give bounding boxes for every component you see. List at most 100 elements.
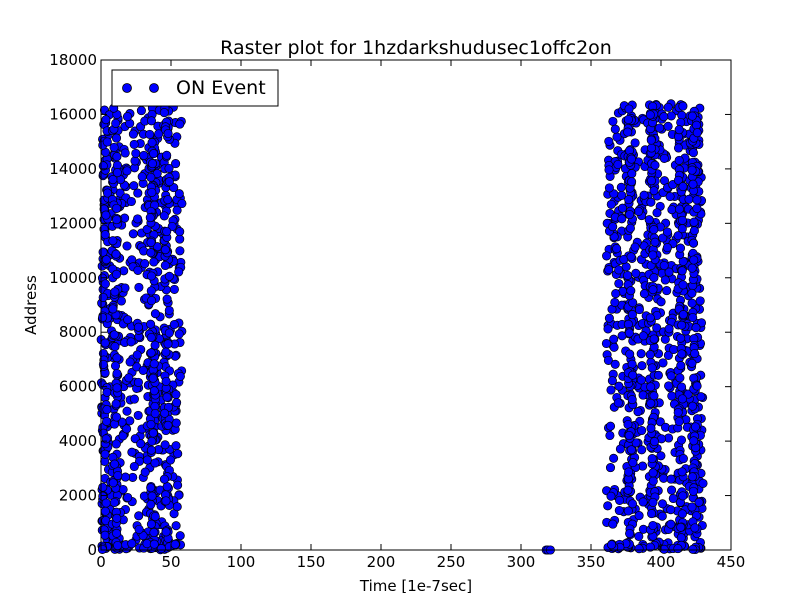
on-event-point bbox=[612, 132, 622, 142]
on-event-point bbox=[691, 120, 702, 130]
on-event-point bbox=[161, 527, 171, 537]
on-event-point bbox=[122, 241, 132, 251]
on-event-point bbox=[108, 304, 118, 314]
on-event-point bbox=[624, 328, 634, 338]
scatter-points bbox=[96, 99, 708, 555]
on-event-point bbox=[677, 394, 687, 404]
plot-frame bbox=[100, 59, 732, 551]
x-tick-label: 350 bbox=[577, 553, 606, 571]
on-event-point bbox=[692, 195, 702, 205]
on-event-point bbox=[163, 195, 173, 205]
on-event-point bbox=[609, 342, 619, 352]
on-event-point bbox=[123, 315, 133, 325]
y-tick-label: 10000 bbox=[49, 269, 97, 287]
on-event-point bbox=[647, 363, 657, 373]
on-event-point bbox=[133, 410, 143, 420]
on-event-point bbox=[129, 461, 139, 472]
on-event-point bbox=[646, 382, 656, 392]
on-event-point bbox=[160, 245, 170, 255]
on-event-point bbox=[163, 128, 173, 139]
on-event-point bbox=[645, 313, 655, 323]
on-event-point bbox=[678, 454, 688, 464]
on-event-point bbox=[614, 505, 624, 516]
on-event-point bbox=[162, 226, 172, 237]
on-event-point bbox=[653, 370, 663, 380]
on-event-point bbox=[605, 421, 616, 431]
on-event-point bbox=[142, 455, 152, 465]
on-event-point bbox=[692, 381, 702, 391]
on-event-point bbox=[688, 238, 699, 248]
on-event-point bbox=[102, 405, 112, 415]
y-tick-label: 4000 bbox=[59, 432, 97, 450]
on-event-point bbox=[613, 159, 623, 170]
on-event-point bbox=[160, 440, 170, 450]
on-event-point bbox=[175, 246, 185, 256]
on-event-point bbox=[169, 319, 179, 330]
on-event-point bbox=[149, 257, 159, 267]
on-event-point bbox=[112, 203, 122, 213]
on-event-point bbox=[667, 485, 677, 495]
on-event-point bbox=[133, 265, 143, 275]
on-event-point bbox=[608, 519, 618, 529]
on-event-point bbox=[623, 114, 634, 125]
y-tick-label: 16000 bbox=[49, 105, 97, 123]
on-event-point bbox=[645, 110, 655, 120]
on-event-point bbox=[665, 191, 675, 202]
on-event-point bbox=[175, 371, 185, 381]
on-event-point bbox=[161, 376, 171, 386]
on-event-point bbox=[130, 156, 140, 166]
on-event-point bbox=[662, 227, 672, 237]
on-event-point bbox=[648, 468, 658, 478]
on-event-point bbox=[673, 544, 683, 554]
on-event-point bbox=[120, 148, 130, 158]
on-event-point bbox=[695, 296, 705, 306]
on-event-point bbox=[148, 373, 158, 383]
on-event-point bbox=[689, 436, 699, 446]
on-event-point bbox=[164, 328, 174, 338]
on-event-point bbox=[174, 267, 184, 277]
on-event-point bbox=[122, 166, 132, 176]
on-event-point bbox=[162, 150, 172, 160]
on-event-point bbox=[609, 334, 619, 344]
on-event-point bbox=[165, 455, 176, 465]
on-event-point bbox=[678, 491, 688, 501]
on-event-point bbox=[171, 441, 181, 451]
x-axis-ticks: 0 50 100 150 200 250 300 350 400 450 bbox=[96, 60, 745, 571]
on-event-point bbox=[652, 208, 662, 218]
legend: ON Event bbox=[111, 69, 279, 107]
on-event-point bbox=[100, 279, 110, 289]
on-event-point bbox=[159, 474, 169, 484]
on-event-point bbox=[664, 267, 674, 277]
on-event-point bbox=[646, 423, 656, 433]
on-event-point bbox=[646, 398, 656, 408]
on-event-point bbox=[112, 215, 122, 225]
on-event-point bbox=[97, 544, 107, 554]
on-event-point bbox=[146, 445, 156, 455]
on-event-point bbox=[627, 359, 637, 369]
on-event-point bbox=[101, 115, 111, 125]
on-event-point bbox=[146, 499, 156, 510]
on-event-point bbox=[108, 236, 118, 246]
on-event-point bbox=[132, 350, 142, 360]
on-event-point bbox=[637, 425, 647, 436]
on-event-point bbox=[676, 333, 686, 343]
on-event-point bbox=[150, 458, 160, 468]
legend-label: ON Event bbox=[176, 77, 266, 99]
on-event-point bbox=[101, 255, 111, 265]
on-event-point bbox=[149, 527, 159, 538]
on-event-point bbox=[634, 305, 644, 315]
on-event-point bbox=[161, 347, 171, 357]
on-event-point bbox=[603, 324, 613, 334]
on-event-point bbox=[100, 506, 110, 516]
on-event-point bbox=[624, 195, 634, 205]
on-event-point bbox=[677, 224, 687, 234]
on-event-point bbox=[146, 319, 156, 329]
on-event-point bbox=[129, 181, 139, 191]
on-event-point bbox=[673, 407, 683, 418]
on-event-point bbox=[122, 112, 133, 122]
on-event-point bbox=[112, 168, 122, 178]
on-event-point bbox=[110, 342, 120, 352]
on-event-point bbox=[112, 152, 122, 162]
on-event-point bbox=[627, 310, 637, 320]
on-event-point bbox=[98, 292, 108, 302]
